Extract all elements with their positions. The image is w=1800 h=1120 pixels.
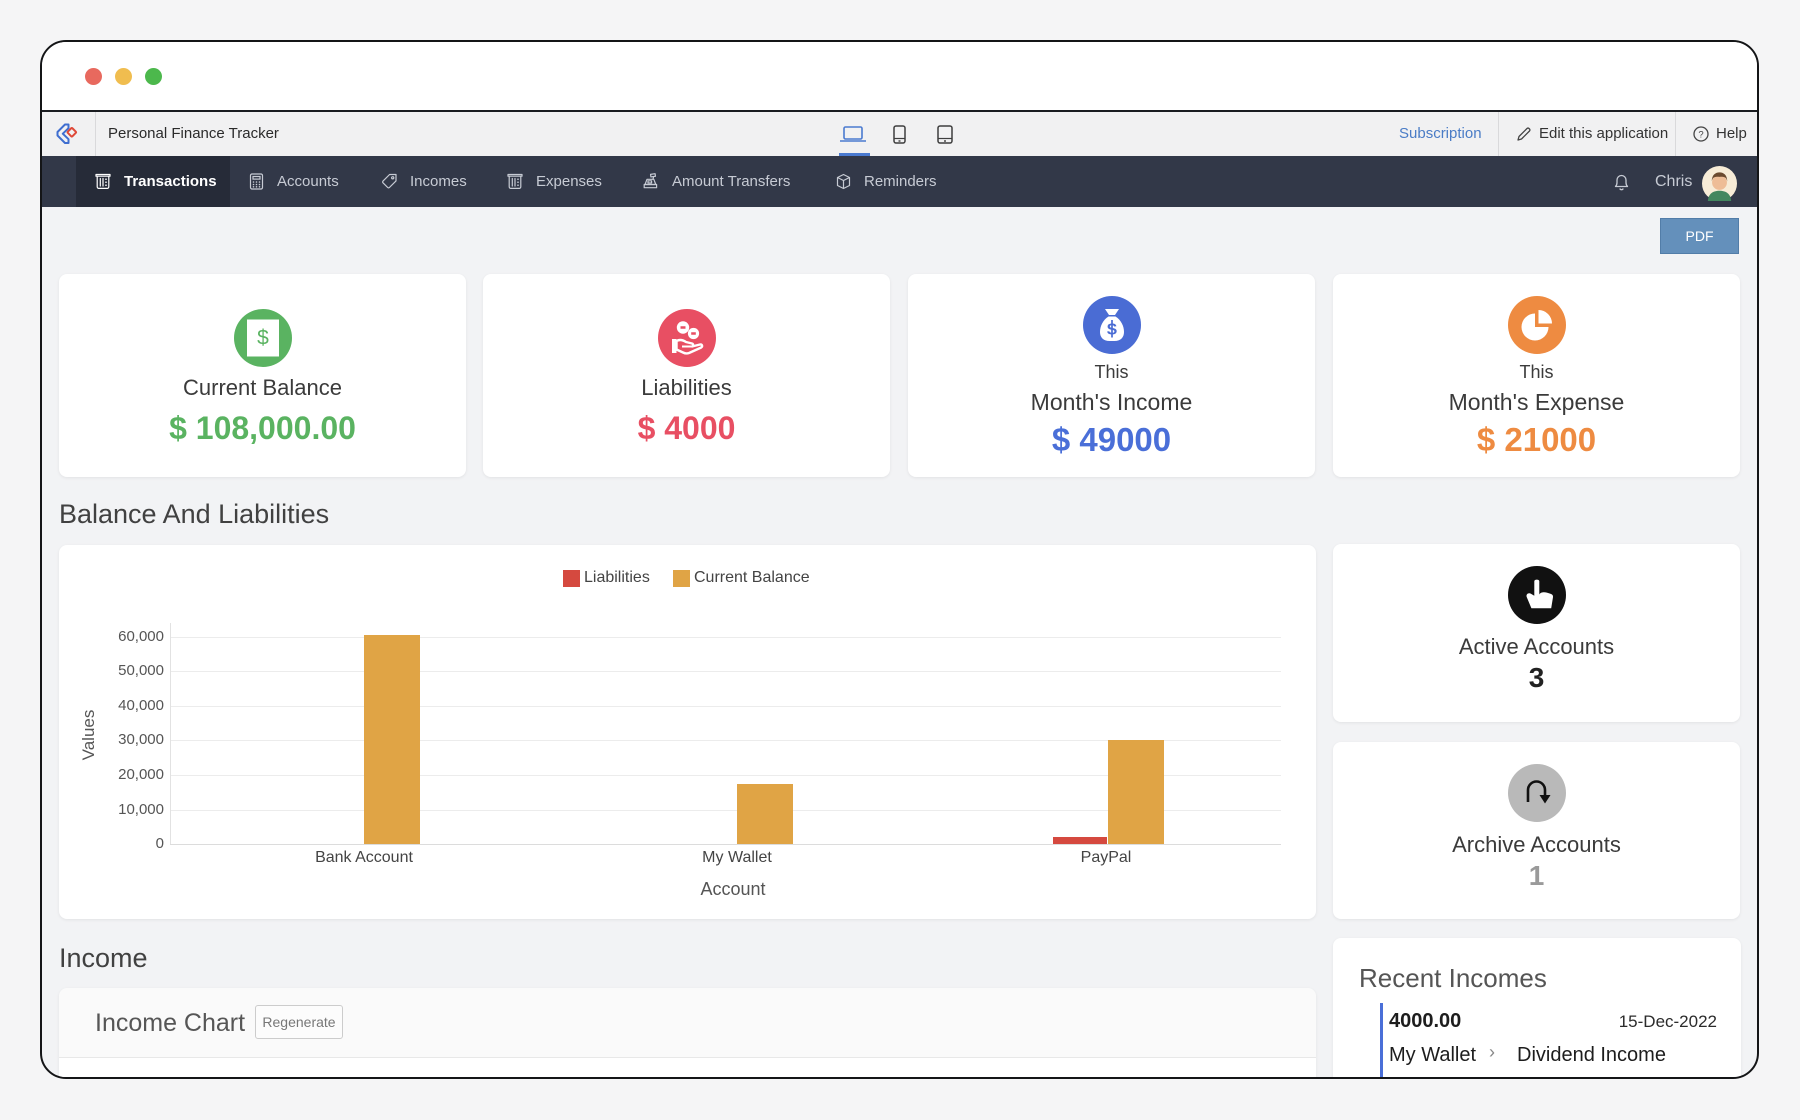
svg-text:S: S — [1106, 322, 1117, 339]
svg-text:$: $ — [257, 327, 269, 350]
svg-text:?: ? — [1698, 129, 1703, 140]
